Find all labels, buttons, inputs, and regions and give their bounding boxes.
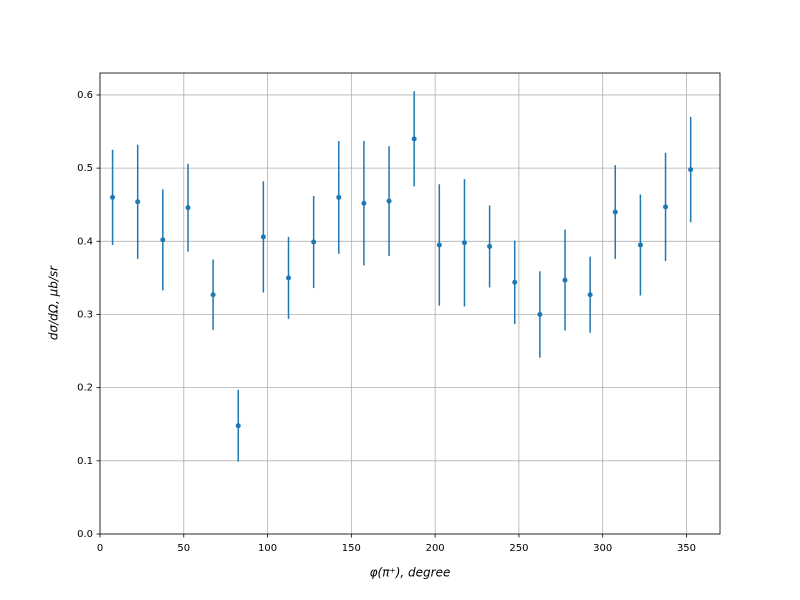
data-point [210,292,216,298]
x-axis-label: φ(π⁺), degree [370,566,451,580]
y-tick-label: 0.4 [77,236,93,247]
data-point [110,194,116,200]
data-point [487,243,493,249]
x-tick-label: 200 [426,543,445,554]
data-point [235,423,241,429]
x-tick-label: 350 [677,543,696,554]
data-point [612,209,618,215]
x-tick-label: 250 [509,543,528,554]
data-point [436,242,442,248]
y-tick-label: 0.1 [77,456,93,467]
data-point [260,234,266,240]
data-point [688,167,694,173]
y-tick-label: 0.6 [77,90,93,101]
data-point [135,199,141,205]
data-point [512,279,518,285]
x-tick-label: 0 [97,543,103,554]
x-tick-label: 150 [342,543,361,554]
data-point [587,292,593,298]
data-point [160,237,166,243]
data-point [311,239,317,245]
data-point [286,275,292,281]
x-tick-label: 300 [593,543,612,554]
y-tick-label: 0.3 [77,309,93,320]
data-point [386,198,392,204]
plot-frame [99,72,721,535]
data-point [637,242,643,248]
data-point [411,136,417,142]
data-point [562,277,568,283]
y-tick-label: 0.2 [77,383,93,394]
data-point [663,204,669,210]
data-point [185,205,191,211]
y-tick-label: 0.5 [77,163,93,174]
x-tick-label: 50 [177,543,190,554]
y-tick-label: 0.0 [77,529,93,540]
y-axis-label: dσ/dΩ, μb/sr [47,265,61,340]
data-point [336,194,342,200]
data-point [361,200,367,206]
data-point [461,240,467,246]
x-tick-label: 100 [258,543,277,554]
data-point [537,311,543,317]
